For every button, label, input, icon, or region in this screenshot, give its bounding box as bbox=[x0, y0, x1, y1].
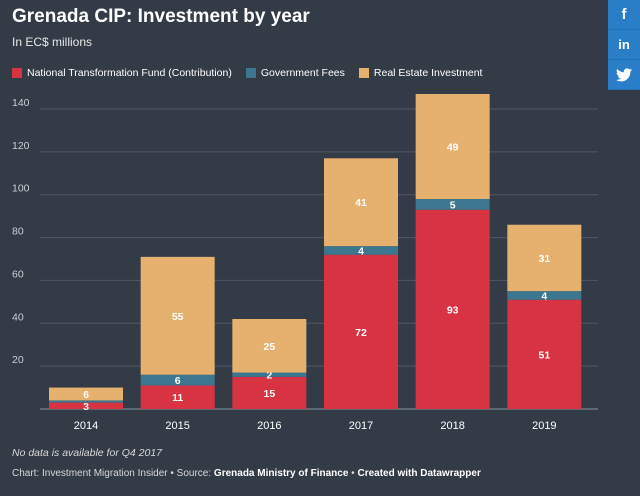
bar-2014-series-1 bbox=[49, 400, 123, 403]
data-label-2014-series-2: 6 bbox=[83, 389, 89, 401]
x-tick-label-2015: 2015 bbox=[165, 420, 189, 432]
data-label-2016-series-0: 15 bbox=[263, 388, 275, 400]
data-label-2019-series-0: 51 bbox=[538, 349, 550, 361]
bar-2018-series-0 bbox=[415, 209, 490, 409]
legend-swatch-real-estate bbox=[358, 68, 369, 78]
legend-label-ntf: National Transformation Fund (Contributi… bbox=[27, 67, 232, 79]
legend-swatch-fees bbox=[245, 68, 256, 78]
twitter-icon bbox=[616, 67, 632, 81]
legend-item-real-estate: Real Estate Investment bbox=[358, 67, 483, 79]
bar-2015-series-1 bbox=[140, 374, 215, 386]
legend-item-ntf: National Transformation Fund (Contributi… bbox=[12, 67, 232, 79]
data-label-2017-series-2: 41 bbox=[355, 197, 367, 209]
x-tick-label-2019: 2019 bbox=[532, 420, 556, 432]
bar-2019-series-1 bbox=[507, 291, 582, 300]
legend: National Transformation Fund (Contributi… bbox=[12, 67, 482, 79]
linkedin-share-button[interactable]: in bbox=[608, 30, 640, 60]
data-label-2016-series-2: 25 bbox=[263, 341, 275, 353]
data-label-2015-series-2: 55 bbox=[172, 311, 184, 323]
credit-line: Chart: Investment Migration Insider • So… bbox=[12, 468, 481, 479]
credit-source: Grenada Ministry of Finance bbox=[213, 468, 349, 479]
y-tick-label: 80 bbox=[12, 226, 24, 238]
bar-2016-series-2 bbox=[232, 319, 307, 373]
y-tick-label: 120 bbox=[12, 140, 30, 152]
data-label-2017-series-1: 4 bbox=[358, 245, 364, 257]
credit-separator: • bbox=[348, 468, 358, 479]
linkedin-icon: in bbox=[618, 37, 630, 52]
x-tick-label-2014: 2014 bbox=[74, 420, 98, 432]
chart-subtitle: In EC$ millions bbox=[12, 35, 93, 49]
data-label-2015-series-0: 11 bbox=[172, 392, 183, 404]
y-tick-label: 60 bbox=[12, 268, 24, 280]
bar-2014-series-2 bbox=[49, 387, 123, 401]
bar-2019-series-2 bbox=[507, 224, 582, 292]
legend-item-fees: Government Fees bbox=[245, 67, 345, 79]
y-tick-label: 140 bbox=[12, 97, 30, 109]
bar-2015-series-0 bbox=[140, 385, 215, 409]
bar-2016-series-0 bbox=[232, 376, 307, 409]
bar-2018-series-2 bbox=[415, 94, 490, 199]
x-tick-label-2016: 2016 bbox=[257, 420, 281, 432]
bar-2014-series-0 bbox=[49, 402, 123, 409]
credit-tool: Created with Datawrapper bbox=[357, 468, 481, 479]
data-label-2018-series-0: 93 bbox=[447, 304, 459, 316]
y-tick-label: 20 bbox=[12, 354, 24, 366]
x-tick-label-2018: 2018 bbox=[440, 420, 464, 432]
legend-label-real-estate: Real Estate Investment bbox=[373, 67, 483, 79]
social-share-bar: f in bbox=[608, 0, 640, 90]
credit-prefix: Chart: Investment Migration Insider • So… bbox=[12, 468, 214, 479]
x-tick-label-2017: 2017 bbox=[349, 420, 373, 432]
data-label-2015-series-1: 6 bbox=[175, 375, 181, 387]
facebook-share-button[interactable]: f bbox=[608, 0, 640, 30]
twitter-share-button[interactable] bbox=[608, 60, 640, 90]
bar-2017-series-2 bbox=[324, 158, 398, 247]
bar-2017-series-1 bbox=[324, 246, 398, 255]
data-label-2019-series-2: 31 bbox=[538, 253, 550, 265]
bar-2018-series-1 bbox=[415, 199, 490, 210]
data-label-2014-series-0: 3 bbox=[83, 401, 89, 413]
stacked-bar-chart: 2040608010012014036201411655201515225201… bbox=[12, 94, 598, 432]
data-label-2017-series-0: 72 bbox=[355, 327, 367, 339]
bar-2017-series-0 bbox=[324, 254, 398, 409]
legend-swatch-ntf bbox=[12, 68, 22, 78]
y-tick-label: 100 bbox=[12, 183, 30, 195]
y-tick-label: 40 bbox=[12, 311, 24, 323]
legend-label-fees: Government Fees bbox=[260, 67, 345, 79]
footnote: No data is available for Q4 2017 bbox=[12, 447, 163, 459]
data-label-2019-series-1: 4 bbox=[541, 290, 547, 302]
bar-2015-series-2 bbox=[140, 256, 215, 375]
bar-2016-series-1 bbox=[232, 372, 307, 377]
data-label-2018-series-2: 49 bbox=[447, 142, 459, 154]
data-label-2018-series-1: 5 bbox=[450, 199, 456, 211]
bar-2019-series-0 bbox=[507, 299, 582, 409]
data-label-2016-series-1: 2 bbox=[266, 370, 272, 382]
facebook-icon: f bbox=[621, 6, 627, 23]
chart-title: Grenada CIP: Investment by year bbox=[12, 6, 310, 27]
